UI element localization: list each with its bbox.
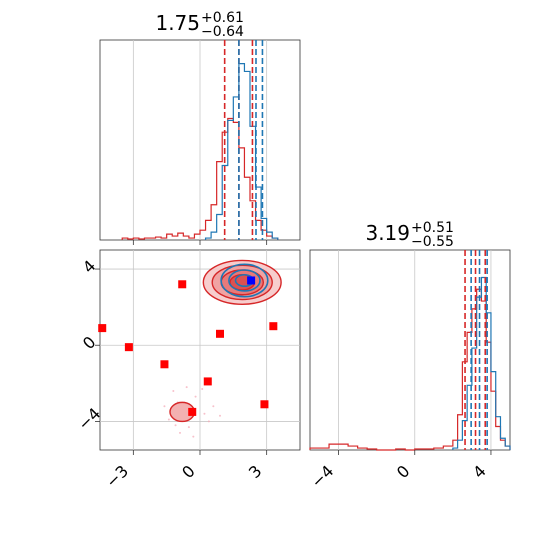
histogram-steps bbox=[309, 276, 511, 451]
sample-point bbox=[212, 405, 215, 408]
marker-layer bbox=[98, 276, 278, 416]
contour-layer bbox=[163, 259, 282, 438]
panel-title-param2: 3.19 bbox=[365, 221, 410, 245]
x-tick-label: 4 bbox=[469, 461, 490, 482]
histogram-steps bbox=[121, 63, 279, 240]
point-marker bbox=[160, 360, 169, 369]
point-marker bbox=[188, 407, 197, 416]
sample-point bbox=[179, 431, 181, 434]
sample-point bbox=[192, 435, 195, 438]
sample-point bbox=[172, 389, 175, 392]
sample-point bbox=[167, 418, 170, 421]
blue-contour bbox=[228, 269, 261, 292]
x-tick-label: −3 bbox=[102, 461, 132, 491]
sample-point bbox=[219, 414, 221, 417]
histogram-series bbox=[204, 63, 279, 240]
scatter-panel: −3 0 3−404 bbox=[74, 249, 301, 492]
histogram-series bbox=[121, 117, 279, 240]
blue-contour bbox=[220, 263, 269, 298]
title-minus: −0.64 bbox=[201, 24, 244, 40]
grid-lines bbox=[132, 40, 268, 240]
point-marker bbox=[98, 324, 107, 333]
y-tick-label: 4 bbox=[79, 256, 100, 277]
x-ticks: −4 0 4 bbox=[307, 450, 492, 492]
truth-marker bbox=[247, 276, 256, 285]
point-marker bbox=[216, 329, 224, 338]
title-median: 3.19 bbox=[365, 221, 410, 245]
title-plus: +0.51 bbox=[411, 220, 454, 236]
x-tick-label: −4 bbox=[307, 461, 337, 491]
y-tick-label: 0 bbox=[79, 332, 100, 353]
sample-point bbox=[187, 426, 190, 429]
quantile-lines bbox=[464, 250, 488, 450]
histogram-panel-param2: −4 0 4 3.19 +0.51 −0.55 bbox=[307, 220, 511, 492]
sample-point bbox=[194, 395, 197, 398]
sample-point bbox=[203, 412, 206, 415]
x-tick-label: 3 bbox=[245, 461, 266, 482]
panel-frame bbox=[309, 249, 511, 451]
x-tick-label: 0 bbox=[178, 461, 199, 482]
x-tick-label: 0 bbox=[393, 461, 414, 482]
panel-title-param1: 1.75 bbox=[155, 11, 200, 35]
sample-point bbox=[201, 388, 204, 391]
point-marker bbox=[269, 322, 278, 331]
point-marker bbox=[203, 377, 212, 386]
point-marker bbox=[124, 343, 133, 352]
title-minus: −0.55 bbox=[411, 234, 454, 250]
quantile-lines bbox=[223, 40, 264, 240]
sample-point bbox=[174, 424, 177, 427]
histogram-series bbox=[452, 276, 511, 450]
sample-point bbox=[207, 420, 210, 423]
title-plus: +0.61 bbox=[201, 10, 244, 26]
title-median: 1.75 bbox=[155, 11, 200, 35]
grid-lines bbox=[100, 250, 300, 450]
sample-point bbox=[185, 386, 188, 389]
point-marker bbox=[260, 400, 269, 409]
histogram-panel-param1: −303 1.75 +0.61 −0.64 bbox=[99, 10, 301, 282]
point-marker bbox=[178, 280, 187, 289]
sample-point bbox=[163, 405, 166, 408]
